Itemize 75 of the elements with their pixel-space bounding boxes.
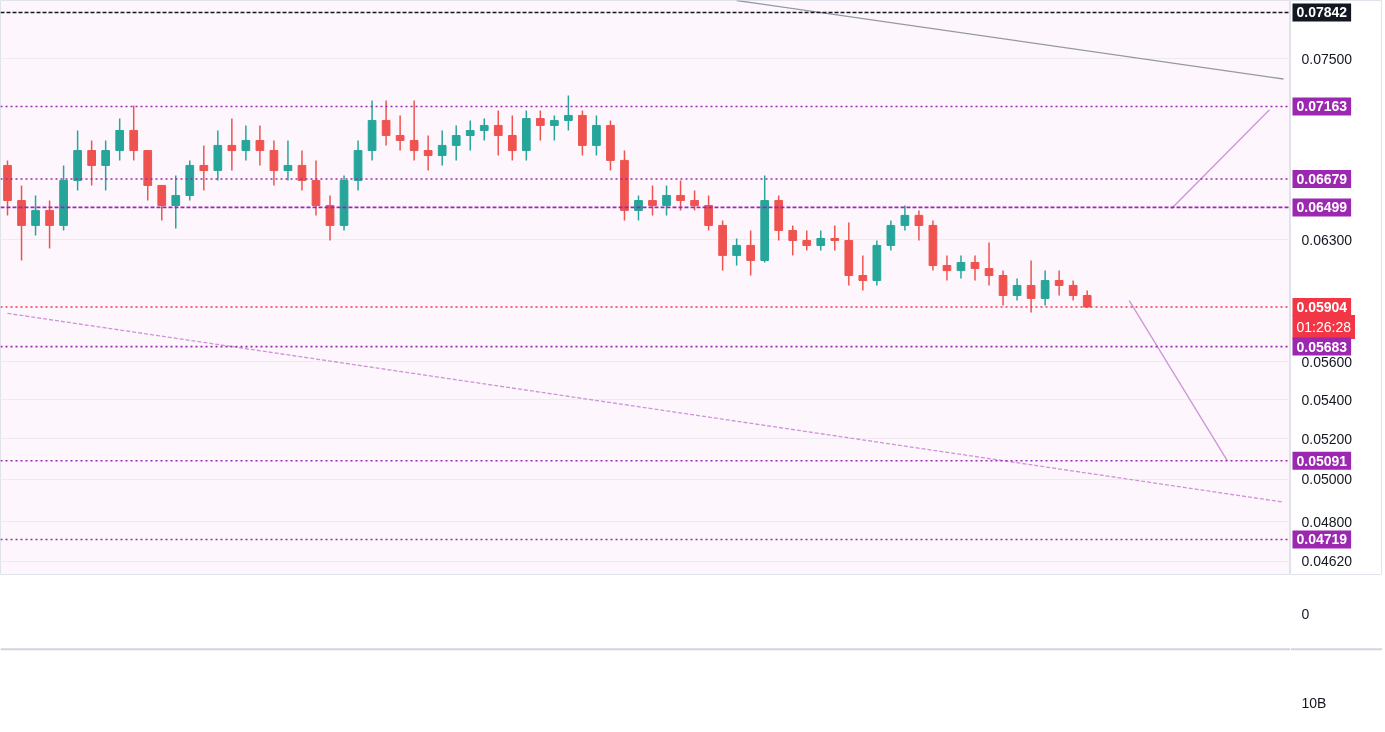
candlestick (479, 117, 489, 142)
candlestick (437, 129, 447, 167)
candlestick (886, 219, 896, 252)
ref-line-label: 0.05683 (1296, 338, 1348, 355)
candlestick (255, 124, 265, 167)
candlestick (241, 124, 251, 162)
ref-line-label: 0.05904 (1296, 299, 1348, 316)
candlestick (129, 104, 139, 162)
candlestick (409, 99, 419, 162)
candlestick (451, 124, 461, 162)
candlestick (297, 149, 307, 192)
candlestick (1012, 277, 1022, 302)
candlestick (283, 139, 293, 182)
y-tick-label: 0.05200 (1301, 430, 1353, 447)
candlestick (1026, 259, 1036, 314)
text: 0 (1301, 606, 1310, 623)
candlestick (493, 109, 503, 157)
candlestick (676, 179, 685, 212)
candlestick (732, 237, 741, 267)
y-tick-label: 0.04620 (1301, 553, 1353, 570)
y-tick-label: 0.05000 (1301, 471, 1353, 488)
candlestick (87, 139, 96, 187)
candlestick (942, 254, 952, 282)
candlestick (1040, 269, 1050, 307)
candlestick (662, 184, 671, 217)
candlestick (45, 199, 54, 250)
y-tick-label: 0.06300 (1301, 231, 1353, 248)
candlestick (395, 114, 405, 152)
candlestick (970, 254, 980, 282)
candlestick (816, 229, 826, 252)
candlestick (956, 254, 966, 280)
text: 01:26:28 (1296, 319, 1352, 336)
candlestick (998, 269, 1008, 307)
candlestick (1054, 269, 1064, 297)
text: 10B (1301, 695, 1327, 712)
candlestick (634, 194, 643, 222)
ref-line-label: 0.07163 (1296, 98, 1348, 115)
candlestick (31, 194, 40, 237)
candlestick (564, 94, 573, 132)
candlestick (648, 184, 657, 217)
candlestick (788, 224, 798, 257)
candlestick (900, 204, 910, 232)
candlestick (157, 184, 167, 222)
candlestick (115, 117, 125, 162)
candlestick (171, 174, 181, 230)
candlestick (746, 229, 756, 277)
candlestick (199, 144, 209, 192)
candlestick (507, 114, 517, 162)
candlestick (535, 109, 545, 142)
candlestick (465, 119, 475, 152)
candlestick (704, 194, 713, 232)
candlestick (858, 254, 868, 292)
ref-line-label: 0.06499 (1296, 199, 1348, 216)
y-tick-label: 0.05600 (1301, 353, 1353, 370)
y-tick-label: 0.04800 (1301, 513, 1353, 530)
ref-line-label: 0.07842 (1296, 4, 1348, 21)
candlestick (690, 189, 699, 212)
candlestick (381, 99, 391, 147)
candlestick (227, 117, 237, 172)
y-tick-label: 0.05400 (1301, 391, 1353, 408)
ref-line-label: 0.05091 (1296, 452, 1348, 469)
candlestick (1068, 279, 1078, 302)
candlestick (423, 134, 433, 172)
y-tick-label: 0.07500 (1301, 50, 1353, 67)
candlestick (802, 229, 812, 252)
candlestick (984, 241, 994, 287)
candlestick (550, 114, 559, 142)
candlestick (101, 139, 111, 192)
ref-line-label: 0.04719 (1296, 531, 1348, 548)
candlestick (830, 224, 840, 252)
candlestick (325, 194, 335, 242)
candlestick (269, 139, 279, 187)
ref-line-label: 0.06679 (1296, 171, 1348, 188)
candlestick (592, 114, 601, 157)
candlestick (914, 209, 924, 242)
